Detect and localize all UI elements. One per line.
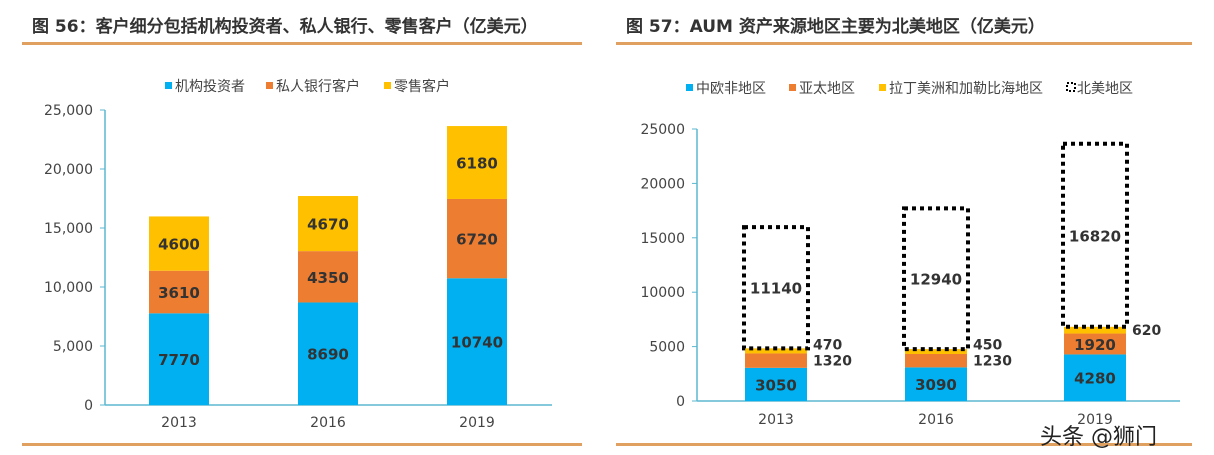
bar-segment xyxy=(745,348,807,354)
y-tick-label: 0 xyxy=(676,394,685,410)
data-label: 10740 xyxy=(451,334,503,352)
legend-swatch xyxy=(1066,82,1076,92)
bar-segment xyxy=(1064,354,1126,401)
data-label: 6720 xyxy=(456,231,498,249)
legend-label: 亚太地区 xyxy=(799,81,855,97)
legend-label: 私人银行客户 xyxy=(276,78,360,95)
bar-segment xyxy=(149,270,209,314)
y-tick-label: 25000 xyxy=(640,122,685,138)
bar-segment xyxy=(905,349,967,354)
bar-segment xyxy=(447,126,507,199)
data-label: 12940 xyxy=(910,271,962,289)
y-tick-label: 25,000 xyxy=(44,103,93,119)
x-tick-label: 2019 xyxy=(1077,412,1113,428)
bar-segment xyxy=(905,353,967,368)
legend-label: 拉丁美洲和加勒比海地区 xyxy=(889,81,1043,97)
bar-segment xyxy=(298,302,358,405)
legend-swatch xyxy=(165,82,172,89)
x-tick-label: 2019 xyxy=(459,415,495,431)
data-label: 450 xyxy=(973,338,1002,354)
y-tick-label: 20,000 xyxy=(44,162,93,178)
legend-swatch xyxy=(879,84,886,91)
left-title-rule xyxy=(22,42,582,45)
y-tick-label: 15000 xyxy=(640,231,685,247)
legend-label: 零售客户 xyxy=(394,78,450,95)
bar-segment xyxy=(902,206,970,352)
y-tick-label: 10000 xyxy=(640,285,685,301)
bar-segment xyxy=(447,278,507,405)
bar-segment xyxy=(905,367,967,401)
data-label: 1920 xyxy=(1074,336,1116,354)
data-label: 1320 xyxy=(813,354,852,370)
data-label: 4670 xyxy=(307,216,349,234)
bar-segment xyxy=(298,196,358,252)
data-label: 470 xyxy=(813,338,842,354)
y-tick-label: 20000 xyxy=(640,176,685,192)
data-label: 11140 xyxy=(750,280,802,298)
data-label: 3610 xyxy=(158,284,200,302)
left-bottom-rule xyxy=(22,443,582,446)
right-title-rule xyxy=(616,42,1192,45)
right-chart-title: 图 57：AUM 资产来源地区主要为北美地区（亿美元） xyxy=(626,17,1045,37)
legend-label: 北美地区 xyxy=(1077,81,1133,97)
data-label: 3090 xyxy=(915,376,957,394)
data-label: 3050 xyxy=(755,376,797,394)
bar-segment xyxy=(149,313,209,405)
y-tick-label: 5,000 xyxy=(53,339,93,355)
bar-segment xyxy=(742,225,810,351)
bar-segment xyxy=(447,198,507,279)
legend-swatch xyxy=(686,84,693,91)
x-tick-label: 2016 xyxy=(310,415,346,431)
data-label: 1230 xyxy=(973,354,1012,370)
right-bottom-rule xyxy=(616,443,1192,446)
legend-swatch xyxy=(384,82,391,89)
data-label: 7770 xyxy=(158,351,200,369)
bar-segment xyxy=(1064,333,1126,355)
y-tick-label: 0 xyxy=(84,398,93,414)
data-label: 6180 xyxy=(456,155,498,173)
bar-segment xyxy=(1064,326,1126,334)
bar-segment xyxy=(1061,141,1129,329)
left-chart-title: 图 56：客户细分包括机构投资者、私人银行、零售客户（亿美元） xyxy=(32,17,538,37)
legend-swatch xyxy=(789,84,796,91)
data-label: 4600 xyxy=(158,236,200,254)
x-tick-label: 2013 xyxy=(758,412,794,428)
data-label: 4280 xyxy=(1074,370,1116,388)
data-label: 16820 xyxy=(1069,227,1121,245)
legend-label: 机构投资者 xyxy=(175,79,245,95)
data-label: 8690 xyxy=(307,346,349,364)
data-label: 620 xyxy=(1132,323,1161,339)
x-tick-label: 2013 xyxy=(161,415,197,431)
watermark: 头条 @狮门 xyxy=(1040,425,1157,450)
x-tick-label: 2016 xyxy=(918,412,954,428)
y-tick-label: 5000 xyxy=(649,340,685,356)
data-label: 4350 xyxy=(307,269,349,287)
legend-label: 中欧非地区 xyxy=(696,81,766,97)
bar-segment xyxy=(745,367,807,401)
bar-segment xyxy=(149,216,209,271)
y-tick-label: 10,000 xyxy=(44,280,93,296)
legend-swatch xyxy=(266,82,273,89)
y-tick-label: 15,000 xyxy=(44,221,93,237)
bar-segment xyxy=(745,353,807,368)
bar-segment xyxy=(298,251,358,303)
